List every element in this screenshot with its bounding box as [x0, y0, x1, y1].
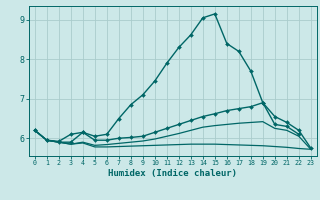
X-axis label: Humidex (Indice chaleur): Humidex (Indice chaleur) — [108, 169, 237, 178]
